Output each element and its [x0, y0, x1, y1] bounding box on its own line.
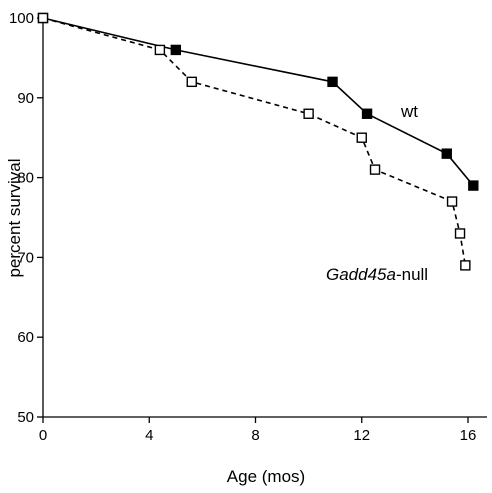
y-tick-label: 80: [17, 170, 34, 187]
y-tick-label: 100: [9, 10, 34, 27]
x-ticks: 0 4 8 12 16: [39, 417, 477, 444]
series-label-suffix: -null: [396, 265, 428, 284]
x-axis-title: Age (mos): [227, 467, 305, 486]
data-point-wt: [327, 76, 338, 88]
series-label-gene-name: Gadd45a: [326, 265, 396, 284]
data-point-gadd45a-null: [356, 132, 367, 143]
x-tick-label: 16: [460, 427, 477, 444]
axes: [42, 18, 487, 418]
data-point-gadd45a-null: [303, 108, 314, 119]
series-label-gadd45a-null: Gadd45a-null: [326, 265, 428, 284]
data-point-gadd45a-null: [454, 228, 466, 239]
series-layer: [37, 12, 479, 271]
data-point-wt: [441, 148, 452, 159]
data-point-wt: [170, 44, 182, 56]
data-point-gadd45a-null: [369, 164, 381, 175]
data-point-gadd45a-null: [37, 12, 49, 24]
y-tick-label: 50: [17, 409, 34, 426]
y-tick-label: 70: [17, 249, 34, 266]
x-tick-label: 12: [353, 427, 370, 444]
x-tick-label: 0: [39, 427, 47, 444]
data-point-wt: [468, 180, 479, 191]
x-tick-label: 8: [251, 427, 259, 444]
y-axis-title: percent survival: [5, 158, 24, 277]
data-point-gadd45a-null: [460, 260, 471, 271]
series-label-wt: wt: [400, 102, 418, 121]
data-point-gadd45a-null: [186, 76, 197, 88]
y-tick-label: 90: [17, 90, 34, 107]
data-point-gadd45a-null: [154, 44, 166, 56]
data-point-gadd45a-null: [446, 196, 458, 207]
series-line-gadd45a-null: [42, 17, 467, 266]
data-point-wt: [361, 108, 373, 119]
series-line-wt: [42, 17, 474, 187]
y-ticks: 50 60 70 80 90 100: [9, 10, 43, 426]
y-tick-label: 60: [17, 329, 34, 346]
x-tick-label: 4: [145, 427, 153, 444]
